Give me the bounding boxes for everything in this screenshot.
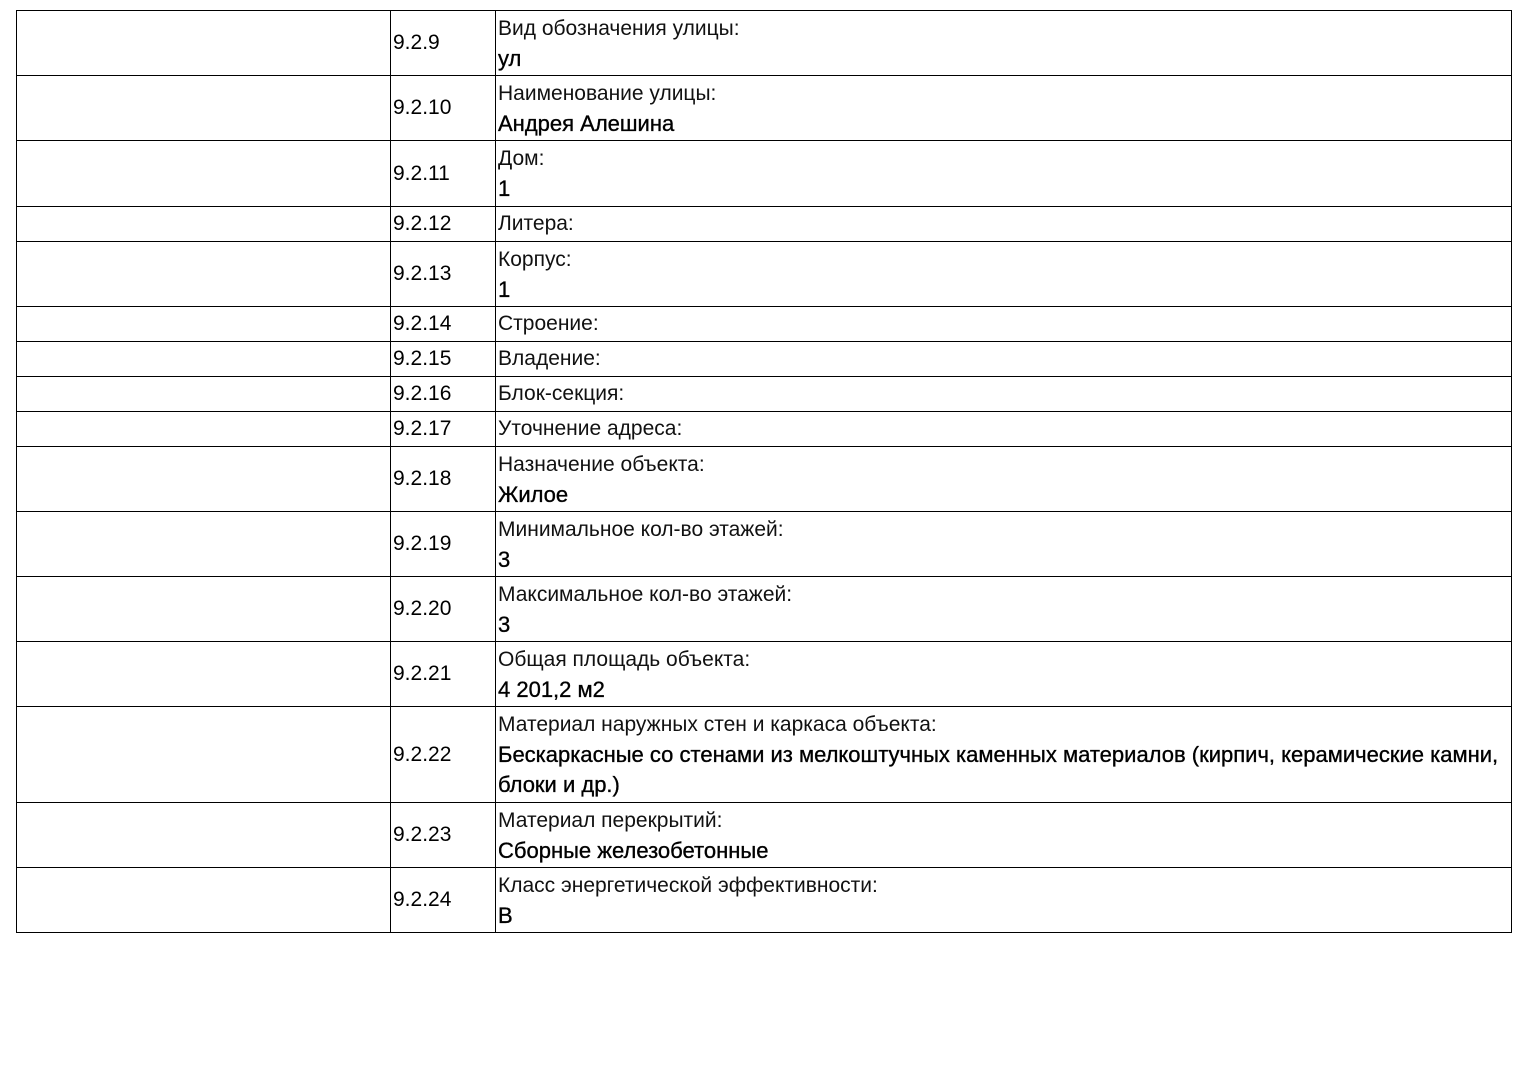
empty-cell — [16, 140, 391, 207]
empty-cell — [16, 241, 391, 307]
empty-cell — [16, 576, 391, 642]
item-content: Наименование улицы: Андрея Алешина — [495, 75, 1512, 141]
item-content: Класс энергетической эффективности: B — [495, 867, 1512, 933]
item-label: Наименование улицы: — [498, 82, 717, 105]
item-value: 1 — [498, 277, 511, 302]
item-number: 9.2.22 — [390, 706, 496, 803]
item-number: 9.2.9 — [390, 10, 496, 76]
item-content: Максимальное кол-во этажей: 3 — [495, 576, 1512, 642]
empty-cell — [16, 10, 391, 76]
item-number: 9.2.10 — [390, 75, 496, 141]
empty-cell — [16, 867, 391, 933]
empty-cell — [16, 706, 391, 803]
item-number: 9.2.20 — [390, 576, 496, 642]
table-row: 9.2.16 Блок-секция: — [16, 376, 1512, 412]
item-value: Андрея Алешина — [498, 111, 675, 136]
item-label: Класс энергетической эффективности: — [498, 874, 878, 897]
empty-cell — [16, 206, 391, 242]
item-value: Сборные железобетонные — [498, 838, 769, 863]
item-label: Минимальное кол-во этажей: — [498, 518, 784, 541]
item-value: 4 201,2 м2 — [498, 677, 605, 702]
item-label: Литера: — [498, 212, 574, 235]
table-row: 9.2.12 Литера: — [16, 206, 1512, 242]
item-number: 9.2.24 — [390, 867, 496, 933]
item-label: Строение: — [498, 312, 599, 335]
item-number: 9.2.19 — [390, 511, 496, 577]
item-content: Корпус: 1 — [495, 241, 1512, 307]
item-label: Максимальное кол-во этажей: — [498, 583, 793, 606]
empty-cell — [16, 376, 391, 412]
item-number: 9.2.14 — [390, 306, 496, 342]
item-value: Бескаркасные со стенами из мелкоштучных … — [498, 742, 1499, 797]
empty-cell — [16, 411, 391, 447]
item-content: Литера: — [495, 206, 1512, 242]
item-number: 9.2.21 — [390, 641, 496, 707]
item-label: Общая площадь объекта: — [498, 648, 751, 671]
item-value: 1 — [498, 176, 511, 201]
item-label: Владение: — [498, 347, 601, 370]
item-content: Материал наружных стен и каркаса объекта… — [495, 706, 1512, 803]
table-row: 9.2.15 Владение: — [16, 341, 1512, 377]
item-label: Материал наружных стен и каркаса объекта… — [498, 713, 937, 736]
item-content: Вид обозначения улицы: ул — [495, 10, 1512, 76]
empty-cell — [16, 802, 391, 868]
item-content: Общая площадь объекта: 4 201,2 м2 — [495, 641, 1512, 707]
table-row: 9.2.14 Строение: — [16, 306, 1512, 342]
table-row: 9.2.13 Корпус: 1 — [16, 241, 1512, 307]
item-content: Материал перекрытий: Сборные железобетонн… — [495, 802, 1512, 868]
item-number: 9.2.12 — [390, 206, 496, 242]
item-label: Блок-секция: — [498, 382, 625, 405]
item-value: 3 — [498, 547, 511, 572]
table-row: 9.2.24 Класс энергетической эффективности… — [16, 867, 1512, 933]
table-row: 9.2.22 Материал наружных стен и каркаса о… — [16, 706, 1512, 803]
item-label: Корпус: — [498, 248, 572, 271]
table-row: 9.2.18 Назначение объекта: Жилое — [16, 446, 1512, 512]
item-content: Дом: 1 — [495, 140, 1512, 207]
empty-cell — [16, 306, 391, 342]
item-value: ул — [498, 46, 522, 71]
item-content: Назначение объекта: Жилое — [495, 446, 1512, 512]
item-value: B — [498, 903, 513, 928]
item-label: Материал перекрытий: — [498, 809, 723, 832]
table-row: 9.2.17 Уточнение адреса: — [16, 411, 1512, 447]
item-content: Владение: — [495, 341, 1512, 377]
item-number: 9.2.13 — [390, 241, 496, 307]
item-number: 9.2.17 — [390, 411, 496, 447]
item-label: Назначение объекта: — [498, 453, 705, 476]
item-number: 9.2.23 — [390, 802, 496, 868]
item-content: Минимальное кол-во этажей: 3 — [495, 511, 1512, 577]
item-value: 3 — [498, 612, 511, 637]
item-number: 9.2.16 — [390, 376, 496, 412]
table-row: 9.2.20 Максимальное кол-во этажей: 3 — [16, 576, 1512, 642]
empty-cell — [16, 446, 391, 512]
item-number: 9.2.11 — [390, 140, 496, 207]
empty-cell — [16, 341, 391, 377]
item-label: Дом: — [498, 147, 545, 170]
address-object-table: 9.2.9 Вид обозначения улицы: ул 9.2.10 Наиме… — [16, 10, 1512, 933]
item-label: Вид обозначения улицы: — [498, 17, 740, 40]
table-row: 9.2.19 Минимальное кол-во этажей: 3 — [16, 511, 1512, 577]
item-content: Уточнение адреса: — [495, 411, 1512, 447]
item-value: Жилое — [498, 482, 569, 507]
table-row: 9.2.9 Вид обозначения улицы: ул — [16, 10, 1512, 76]
item-number: 9.2.15 — [390, 341, 496, 377]
item-label: Уточнение адреса: — [498, 417, 683, 440]
table-row: 9.2.23 Материал перекрытий: Сборные железо… — [16, 802, 1512, 868]
table-row: 9.2.10 Наименование улицы: Андрея Алешина — [16, 75, 1512, 141]
table-row: 9.2.21 Общая площадь объекта: 4 201,2 м2 — [16, 641, 1512, 707]
empty-cell — [16, 75, 391, 141]
table-row: 9.2.11 Дом: 1 — [16, 140, 1512, 207]
item-content: Блок-секция: — [495, 376, 1512, 412]
empty-cell — [16, 641, 391, 707]
item-number: 9.2.18 — [390, 446, 496, 512]
empty-cell — [16, 511, 391, 577]
item-content: Строение: — [495, 306, 1512, 342]
